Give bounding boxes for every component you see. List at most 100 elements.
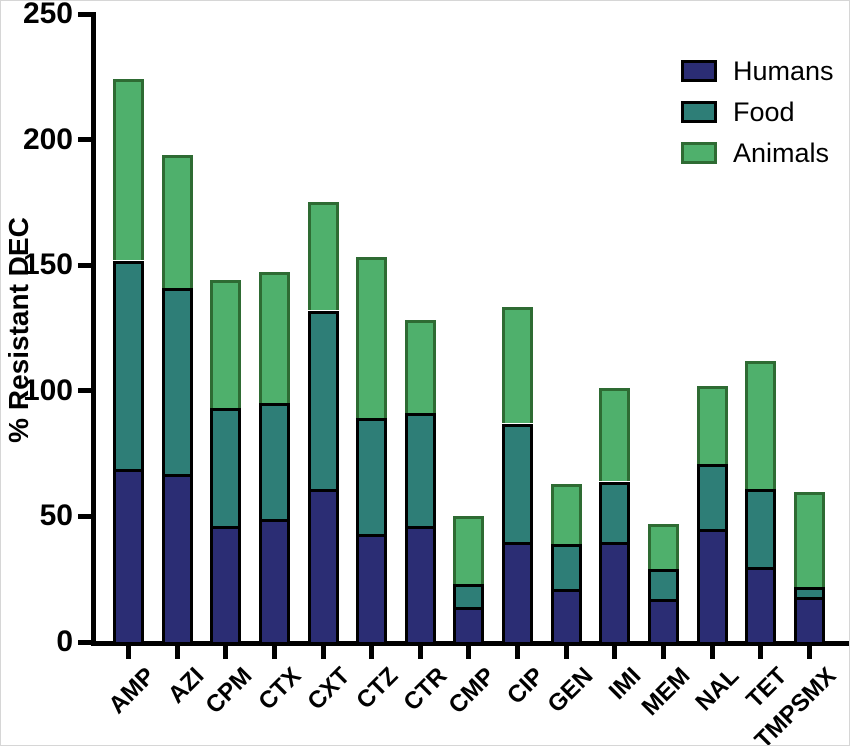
x-tick-MEM [661,646,666,659]
x-tick-NAL [710,646,715,659]
bar-segment-MEM-humans [648,599,679,642]
legend-label-food: Food [733,97,795,127]
legend-row-animals: Animals [681,138,834,168]
y-tick-label-200: 200 [22,122,73,156]
bar-segment-AZI-humans [162,474,193,642]
bar-IMI [599,1,630,642]
legend-label-animals: Animals [733,138,830,168]
bar-segment-AMP-food [113,261,144,469]
bar-segment-AZI-animals [162,155,193,288]
bar-MEM [648,1,679,642]
bar-segment-TMPSMX-humans [794,597,825,642]
bar-segment-TET-food [745,489,776,567]
bar-segment-CXT-food [308,311,339,489]
bar-segment-AMP-humans [113,469,144,642]
bar-segment-TET-humans [745,567,776,642]
y-tick-250 [78,11,92,17]
x-axis-line [91,641,849,646]
bar-segment-CTX-animals [259,272,290,403]
bar-segment-NAL-food [697,464,728,529]
legend-swatch-animals [681,142,717,164]
legend-row-food: Food [681,97,834,127]
bar-segment-CIP-animals [502,307,533,423]
y-tick-50 [78,513,92,519]
bar-segment-CTR-food [405,413,436,526]
bar-segment-CMP-humans [453,607,484,642]
x-tick-TET [758,646,763,659]
x-tick-CPM [223,646,228,659]
y-tick-label-0: 0 [56,625,73,658]
bar-GEN [551,1,582,642]
bar-segment-CTZ-animals [356,257,387,418]
y-tick-label-100: 100 [22,373,73,407]
x-tick-CMP [466,646,471,659]
bar-CPM [210,1,241,642]
bar-segment-CTX-food [259,403,290,519]
bar-segment-NAL-animals [697,386,728,464]
bar-CTZ [356,1,387,642]
bar-segment-CPM-food [210,408,241,526]
bar-segment-TMPSMX-food [794,587,825,597]
legend-row-humans: Humans [681,56,834,86]
y-tick-0 [78,639,92,645]
x-tick-GEN [564,646,569,659]
x-tick-AZI [175,646,180,659]
legend-label-humans: Humans [733,56,834,86]
bar-TET [745,1,776,642]
x-tick-CTX [272,646,277,659]
bar-segment-CTZ-humans [356,534,387,642]
bar-segment-IMI-food [599,482,630,542]
x-tick-CIP [515,646,520,659]
bar-segment-CMP-animals [453,516,484,584]
bar-segment-GEN-humans [551,589,582,642]
bar-segment-GEN-food [551,544,582,589]
y-axis-line [91,12,96,646]
bar-segment-CPM-humans [210,526,241,642]
bar-CTR [405,1,436,642]
y-tick-label-50: 50 [39,499,73,533]
chart-legend: Humans Food Animals [681,56,834,182]
bar-TMPSMX [794,1,825,642]
bar-segment-CXT-humans [308,489,339,642]
bar-segment-MEM-food [648,569,679,599]
x-tick-TMPSMX [807,646,812,659]
bar-segment-TMPSMX-animals [794,492,825,587]
bar-segment-MEM-animals [648,524,679,569]
bar-segment-CXT-animals [308,202,339,310]
legend-swatch-humans [681,60,717,82]
x-tick-CTR [418,646,423,659]
bar-segment-AZI-food [162,288,193,474]
bar-CTX [259,1,290,642]
bar-segment-CIP-humans [502,542,533,642]
bar-AZI [162,1,193,642]
bar-NAL [697,1,728,642]
bar-segment-CTX-humans [259,519,290,642]
legend-swatch-food [681,101,717,123]
x-tick-IMI [612,646,617,659]
bar-segment-CTR-humans [405,526,436,642]
bar-segment-CMP-food [453,584,484,607]
bar-segment-CIP-food [502,424,533,542]
bar-segment-CTZ-food [356,418,387,534]
bar-AMP [113,1,144,642]
x-tick-CXT [321,646,326,659]
bar-segment-CTR-animals [405,320,436,413]
bar-segment-CPM-animals [210,280,241,408]
bar-CXT [308,1,339,642]
bar-segment-AMP-animals [113,79,144,260]
bar-segment-TET-animals [745,361,776,489]
y-tick-label-250: 250 [22,0,73,30]
x-tick-AMP [126,646,131,659]
y-tick-200 [78,137,92,143]
y-tick-150 [78,262,92,268]
y-tick-label-150: 150 [22,248,73,282]
bar-segment-IMI-animals [599,388,630,481]
bar-CMP [453,1,484,642]
y-tick-100 [78,388,92,394]
bar-CIP [502,1,533,642]
x-tick-CTZ [369,646,374,659]
bar-segment-GEN-animals [551,484,582,544]
bar-segment-IMI-humans [599,542,630,642]
y-axis-title: % Resistant DEC [3,217,34,443]
